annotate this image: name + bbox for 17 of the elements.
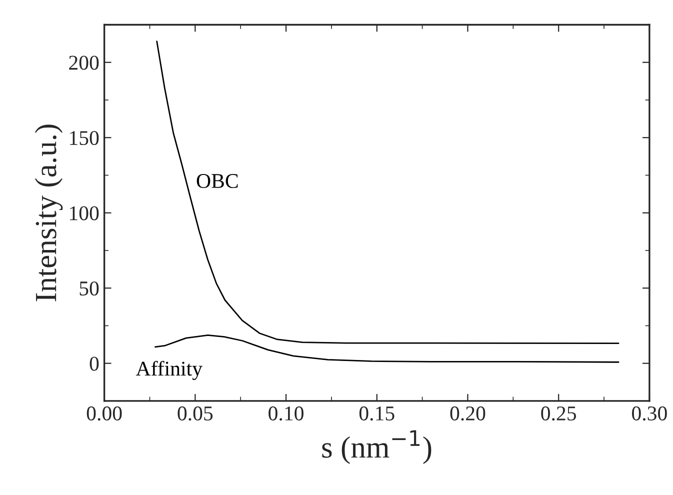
y-tick-label: 50	[80, 281, 99, 296]
series-label: Affinity	[136, 360, 202, 380]
x-tick-label: 0.30	[632, 406, 667, 421]
y-axis-title: Intensity (a.u.)	[34, 124, 63, 302]
x-tick-label: 0.15	[359, 406, 394, 421]
series-label: OBC	[196, 174, 238, 188]
y-tick-label: 150	[70, 130, 99, 146]
y-tick-label: 0	[90, 356, 99, 371]
x-axis-title: s (nm$^{−1}$)	[322, 430, 432, 464]
y-tick-label: 100	[70, 206, 99, 220]
x-tick-label: 0.10	[268, 406, 304, 421]
x-tick-label: 0.00	[86, 406, 122, 421]
line-series	[156, 40, 620, 344]
x-tick-label: 0.20	[450, 406, 486, 421]
x-tick-label: 0.05	[178, 406, 213, 421]
y-tick-label: 200	[69, 56, 99, 70]
x-tick-label: 0.25	[541, 406, 576, 421]
